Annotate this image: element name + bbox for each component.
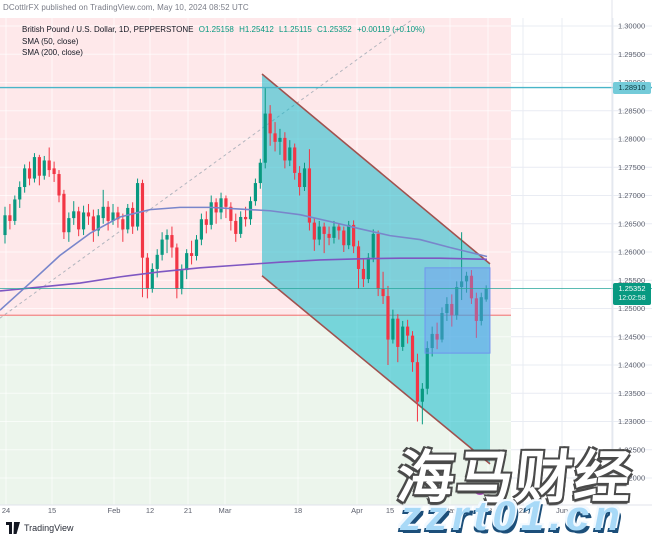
legend-sma50[interactable]: SMA (50, close)	[22, 36, 79, 46]
change-value: +0.00119 (+0.10%)	[356, 25, 425, 34]
svg-text:1.24000: 1.24000	[618, 361, 645, 370]
svg-text:1.24500: 1.24500	[618, 332, 645, 341]
svg-text:Jun: Jun	[556, 506, 568, 515]
candlesticks	[3, 87, 488, 425]
svg-text:1.23000: 1.23000	[618, 417, 645, 426]
svg-text:1.22500: 1.22500	[618, 445, 645, 454]
svg-text:1.23500: 1.23500	[618, 389, 645, 398]
svg-text:18: 18	[294, 506, 302, 515]
parallel-channel-drawing[interactable]	[262, 74, 490, 464]
footer-bar: TradingView	[6, 522, 74, 534]
svg-text:1.29500: 1.29500	[618, 50, 645, 59]
sma-200-line[interactable]	[0, 257, 488, 292]
svg-text:21: 21	[184, 506, 192, 515]
symbol-title: British Pound / U.S. Dollar, 1D, PEPPERS…	[22, 25, 194, 34]
svg-text:Apr: Apr	[351, 506, 363, 515]
svg-text:1.26500: 1.26500	[618, 219, 645, 228]
svg-text:17: 17	[609, 506, 617, 515]
last-price-label: 1.25352 12:02:58	[613, 283, 651, 305]
anchor-glyph: ↻	[479, 487, 485, 494]
time-axis[interactable]: 24 15 Feb 12 21 Mar 18 Apr 15 May 13 22 Jun 17	[2, 506, 617, 515]
svg-text:1.25000: 1.25000	[618, 304, 645, 313]
svg-text:1.30000: 1.30000	[618, 22, 645, 31]
highlight-box-drawing[interactable]	[424, 267, 491, 354]
low-value: L1.25115	[279, 25, 312, 34]
high-value: H1.25412	[239, 25, 274, 34]
svg-text:15: 15	[48, 506, 56, 515]
svg-text:15: 15	[386, 506, 394, 515]
alert-price-label[interactable]: 1.28910	[613, 82, 651, 94]
channel-upper-line[interactable]	[261, 73, 491, 265]
open-value: O1.25158	[198, 25, 234, 34]
svg-text:Mar: Mar	[219, 506, 232, 515]
svg-text:1.28500: 1.28500	[618, 106, 645, 115]
svg-text:22: 22	[519, 506, 527, 515]
close-value: C1.25352	[317, 25, 352, 34]
tradingview-brand-text[interactable]: TradingView	[24, 523, 74, 533]
svg-text:May: May	[443, 506, 457, 515]
svg-text:1.27500: 1.27500	[618, 163, 645, 172]
drawing-anchor-icon[interactable]: ↻	[474, 483, 486, 495]
bar-countdown: 12:02:58	[618, 295, 646, 302]
svg-text:1.25500: 1.25500	[618, 276, 645, 285]
svg-text:1.27000: 1.27000	[618, 191, 645, 200]
anchor-alert-dot	[482, 483, 486, 487]
svg-text:12: 12	[146, 506, 154, 515]
svg-text:Feb: Feb	[108, 506, 121, 515]
legend-sma200[interactable]: SMA (200, close)	[22, 48, 83, 57]
chart-legend[interactable]: British Pound / U.S. Dollar, 1D, PEPPERS…	[22, 24, 425, 59]
svg-text:1.26000: 1.26000	[618, 248, 645, 257]
watermark-site-url: zzrt01.cn	[400, 492, 625, 539]
publish-info: DCottlrFX published on TradingView.com, …	[3, 3, 249, 12]
tradingview-logo-icon[interactable]	[6, 522, 20, 534]
svg-text:24: 24	[2, 506, 10, 515]
svg-text:1.22000: 1.22000	[618, 474, 645, 483]
legend-symbol-row: British Pound / U.S. Dollar, 1D, PEPPERS…	[22, 24, 425, 36]
channel-lower-line[interactable]	[261, 275, 491, 465]
dashed-trendline[interactable]	[0, 19, 413, 319]
last-price-value: 1.25352	[618, 284, 646, 293]
svg-text:13: 13	[484, 506, 492, 515]
sma-50-line[interactable]	[0, 206, 488, 311]
svg-text:1.28000: 1.28000	[618, 135, 645, 144]
